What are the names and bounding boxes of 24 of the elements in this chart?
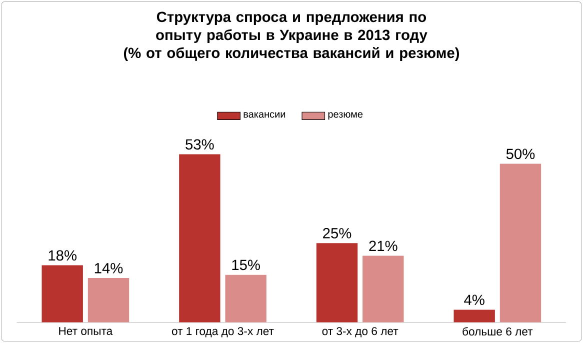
- x-tick-label: Нет опыта: [59, 327, 113, 336]
- bar: [454, 310, 495, 322]
- bar: [500, 164, 542, 322]
- data-label: 25%: [323, 228, 352, 238]
- x-tick-label: от 3-х до 6 лет: [322, 327, 398, 338]
- data-label: 18%: [48, 250, 76, 261]
- data-label: 21%: [369, 240, 398, 252]
- x-tick-label: больше 6 лет: [462, 327, 533, 336]
- data-label: 14%: [94, 263, 123, 274]
- data-label: 50%: [506, 148, 535, 160]
- x-tick-label: от 1 года до 3-х лет: [172, 327, 274, 338]
- bar: [179, 154, 220, 322]
- bar: [88, 278, 130, 322]
- data-label: 53%: [186, 139, 214, 150]
- chart-title: Структура спроса и предложения по опыту работы в Украине в 2013 году: [156, 12, 428, 43]
- data-label: 15%: [232, 260, 260, 270]
- chart-subtitle: (% от общего количества вакансий и резюме): [124, 47, 460, 61]
- bar: [225, 274, 266, 322]
- data-label: 4%: [464, 294, 484, 305]
- bar: [42, 265, 83, 322]
- bar: [362, 256, 404, 322]
- legend-label: резюме: [328, 112, 363, 120]
- bar: [316, 243, 358, 322]
- legend-label: вакансии: [244, 112, 286, 118]
